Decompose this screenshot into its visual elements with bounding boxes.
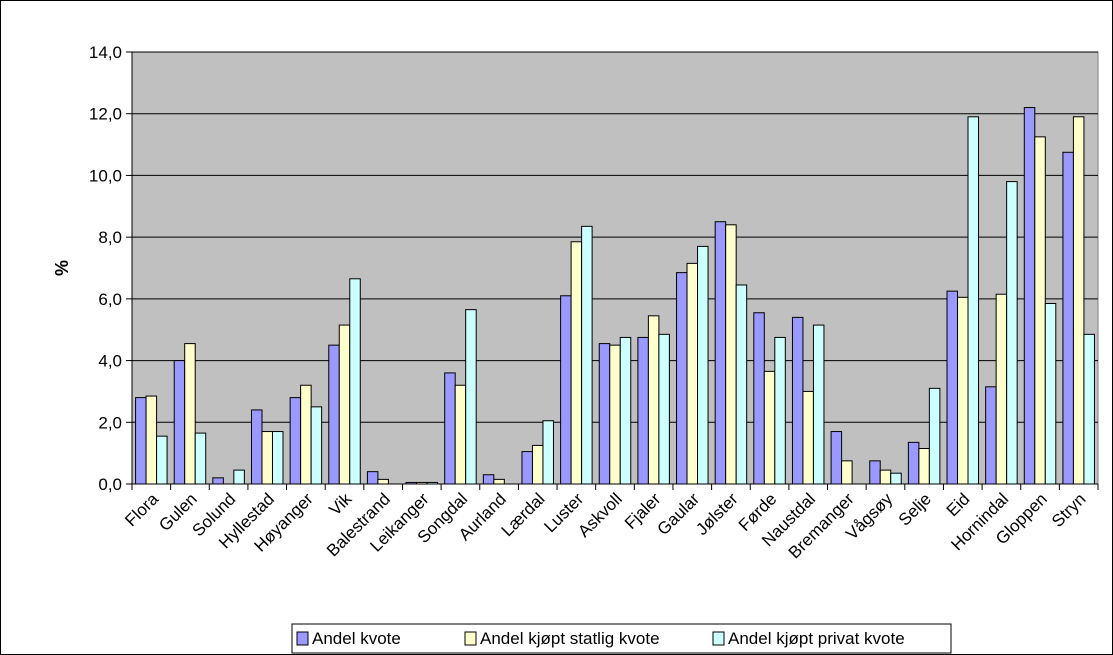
- y-tick-labels: 0,0 2,0 4,0 6,0 8,0 10,0 12,0 14,0: [89, 43, 122, 494]
- legend-label: Andel kjøpt privat kvote: [728, 629, 905, 648]
- bar: [907, 441, 920, 485]
- y-tick-label: 14,0: [89, 43, 122, 62]
- bar: [194, 432, 207, 485]
- bar: [1083, 333, 1095, 485]
- bar: [879, 469, 892, 485]
- y-tick-label: 8,0: [98, 228, 122, 247]
- bar: [349, 278, 361, 485]
- bar: [619, 336, 632, 485]
- y-tick-label: 4,0: [98, 352, 122, 371]
- x-tick-label: Selje: [895, 489, 935, 529]
- x-tick-label: Stryn: [1048, 489, 1089, 530]
- x-tick-label: Askvoll: [574, 489, 626, 541]
- bar: [812, 324, 825, 485]
- bar: [581, 225, 593, 485]
- bar: [791, 316, 804, 485]
- y-tick-label: 10,0: [89, 166, 122, 185]
- bar: [310, 406, 323, 485]
- bar: [725, 224, 737, 485]
- legend-label: Andel kvote: [312, 629, 401, 648]
- bar: [609, 344, 621, 485]
- x-tick-label: Flora: [121, 489, 162, 530]
- axes: [131, 52, 1098, 485]
- bar: [444, 372, 456, 485]
- bar: [184, 343, 196, 485]
- bar: [145, 395, 158, 485]
- bar: [985, 386, 997, 485]
- bar: [763, 370, 776, 485]
- bar: [753, 312, 765, 485]
- bar: [647, 315, 660, 485]
- bar: [676, 272, 688, 485]
- bar: [560, 295, 572, 485]
- bar: [531, 444, 544, 485]
- bar: [173, 360, 186, 485]
- bar: [774, 336, 786, 485]
- legend-swatch: [296, 631, 309, 646]
- x-tick-label: Gaular: [654, 489, 704, 539]
- y-tick-label: 12,0: [89, 105, 122, 124]
- y-tick-label: 2,0: [98, 413, 122, 432]
- bar: [300, 384, 312, 485]
- bar: [366, 471, 379, 485]
- x-tick-label: Lærdal: [498, 489, 549, 540]
- bar: [482, 474, 495, 485]
- bar: [735, 284, 748, 485]
- bar: [658, 333, 670, 485]
- bar: [918, 448, 930, 485]
- legend-swatch: [712, 631, 725, 646]
- bar: [1044, 302, 1057, 485]
- bar: [328, 344, 340, 485]
- bar: [598, 343, 611, 485]
- bar: [289, 397, 302, 485]
- bar: [967, 116, 980, 485]
- bar: [1072, 116, 1085, 485]
- bar: [465, 309, 477, 485]
- bar: [686, 262, 699, 485]
- bar: [957, 296, 969, 485]
- bar: [1034, 136, 1046, 485]
- bar: [261, 431, 273, 485]
- legend-label: Andel kjøpt statlig kvote: [480, 629, 660, 648]
- legend: Andel kvote Andel kjøpt statlig kvote Ande…: [291, 623, 952, 654]
- bar: [135, 397, 147, 485]
- bar: [454, 384, 467, 485]
- bar: [890, 472, 902, 485]
- bar: [841, 460, 853, 485]
- bar: [697, 245, 709, 485]
- bar: [802, 390, 814, 485]
- bar: [542, 420, 554, 485]
- bar: [377, 478, 389, 485]
- bar: [271, 431, 284, 485]
- bar: [995, 293, 1008, 485]
- y-tick-label: 6,0: [98, 290, 122, 309]
- bar: [928, 387, 941, 485]
- bar: [1006, 181, 1018, 485]
- bar: [570, 241, 583, 485]
- x-tick-label: Eid: [943, 489, 974, 520]
- bar: [233, 469, 245, 485]
- bar: [1062, 151, 1074, 485]
- bar: [521, 451, 533, 485]
- bar: [1023, 107, 1036, 485]
- bar: [637, 336, 649, 485]
- bar: [830, 431, 843, 485]
- legend-box: [291, 623, 952, 654]
- legend-swatch: [464, 631, 477, 646]
- x-tick-label: Vik: [325, 489, 355, 519]
- y-axis-label: %: [52, 260, 72, 276]
- bar: [869, 460, 881, 485]
- bar: [156, 435, 168, 485]
- x-tick-label: Jølster: [692, 489, 742, 539]
- bar: [714, 221, 727, 485]
- bar: [250, 409, 263, 485]
- y-tick-label: 0,0: [98, 475, 122, 494]
- bar: [946, 290, 959, 485]
- bar: [493, 478, 505, 485]
- bar: [212, 477, 224, 485]
- bar: [338, 324, 351, 485]
